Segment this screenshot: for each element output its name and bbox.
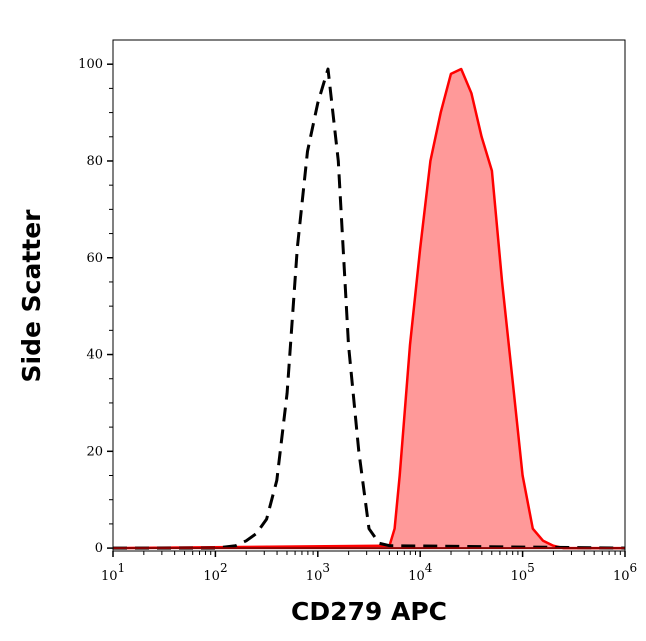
x-tick-exponent: 3 [322,561,330,575]
y-tick-label: 0 [95,541,103,556]
x-tick-exponent: 2 [220,561,228,575]
series-layer [112,67,626,550]
x-tick-label: 105 [511,561,535,584]
y-tick-label: 80 [86,154,103,169]
x-tick-label: 101 [101,561,125,584]
filled-histogram-area [113,69,625,549]
y-axis: 0 20 40 60 80 100 [78,57,113,556]
x-axis-label: CD279 APC [291,597,447,626]
x-tick-label: 104 [408,561,433,584]
x-tick-base: 10 [306,569,323,584]
x-tick-exponent: 6 [630,561,638,575]
y-tick-label: 60 [86,251,103,266]
plot-frame [112,39,626,552]
x-tick-base: 10 [203,569,220,584]
x-tick-base: 10 [101,569,118,584]
x-tick-base: 10 [511,569,528,584]
x-tick-label: 106 [613,561,637,584]
y-tick-label: 40 [86,348,103,363]
x-tick-exponent: 5 [527,561,535,575]
x-tick-base: 10 [408,569,425,584]
y-axis-label: Side Scatter [17,209,46,383]
x-tick-label: 103 [306,561,330,584]
y-tick-label: 100 [78,57,103,72]
dashed-histogram-line [113,67,626,550]
x-tick-exponent: 1 [118,561,126,575]
x-tick-exponent: 4 [425,561,433,575]
filled-histogram-outline [112,67,625,550]
x-tick-label: 102 [203,561,227,584]
x-tick-base: 10 [613,569,630,584]
y-tick-label: 20 [86,444,103,459]
